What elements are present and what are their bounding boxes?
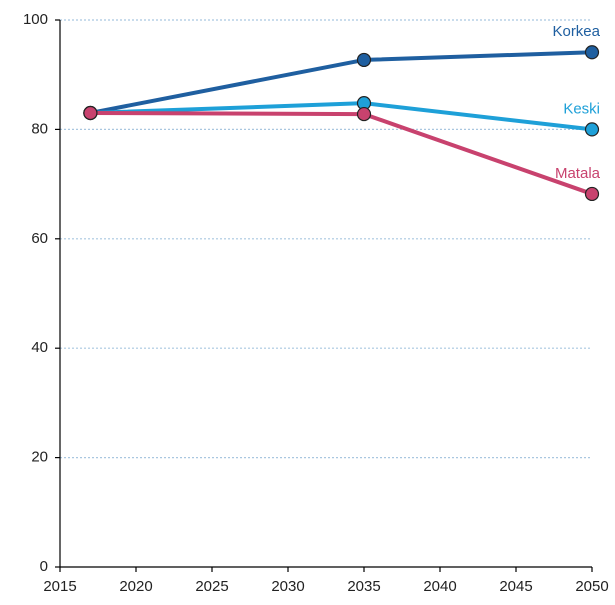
x-tick-label: 2020: [119, 578, 152, 595]
series-line: [90, 110, 593, 196]
x-tick-label: 2040: [423, 578, 456, 595]
series-label: Korkea: [552, 23, 600, 40]
x-tick-label: 2045: [499, 578, 532, 595]
y-tick-label: 0: [40, 558, 48, 575]
point: [584, 186, 600, 202]
point: [356, 106, 372, 122]
y-tick-label: 80: [31, 120, 48, 137]
y-tick-label: 60: [31, 230, 48, 247]
series-label: Keski: [563, 100, 600, 117]
series-line: [90, 101, 593, 132]
y-tick-label: 100: [23, 11, 48, 28]
y-tick-label: 20: [31, 449, 48, 466]
point: [83, 105, 98, 121]
point: [584, 122, 600, 137]
point: [584, 45, 600, 60]
series-label: Matala: [555, 165, 601, 182]
x-tick-label: 2035: [347, 578, 380, 595]
x-tick-label: 2015: [43, 578, 76, 595]
x-tick-label: 2030: [271, 578, 304, 595]
x-tick-label: 2025: [195, 578, 228, 595]
x-tick-label: 2050: [575, 578, 608, 595]
point: [356, 52, 372, 68]
y-tick-label: 40: [31, 339, 48, 356]
